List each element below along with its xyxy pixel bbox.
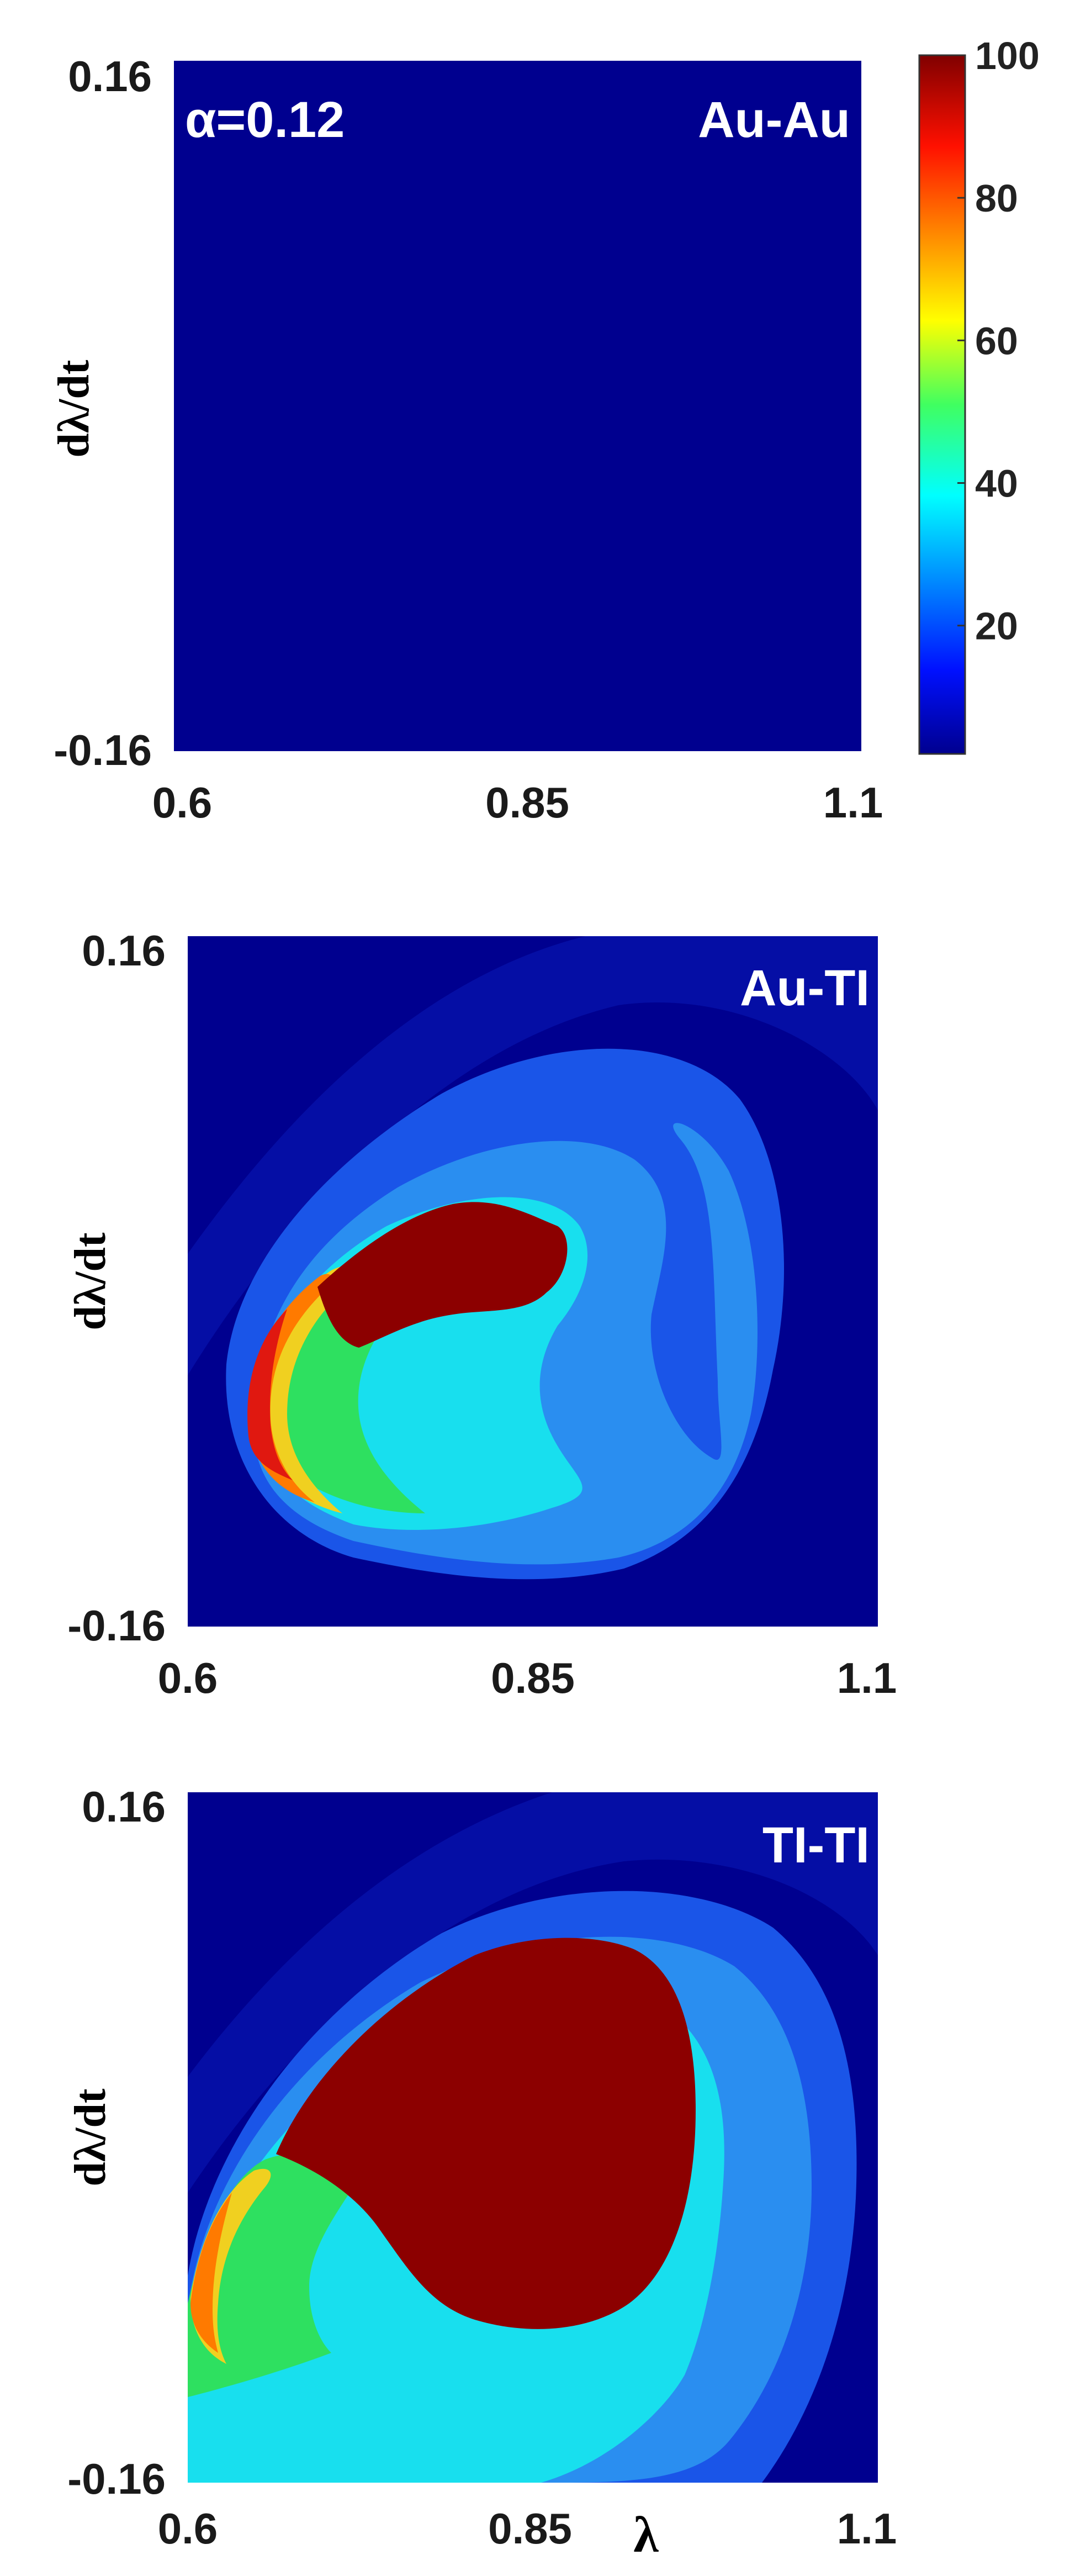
x-tick-1: 0.85 bbox=[485, 778, 569, 827]
x-tick-0: 0.6 bbox=[158, 2504, 218, 2553]
y-tick-bottom: -0.16 bbox=[67, 1601, 166, 1650]
colorbar-tick-label: 20 bbox=[975, 605, 1018, 648]
y-axis-label: dλ/dt bbox=[50, 360, 98, 458]
annotation-alpha: α=0.12 bbox=[185, 92, 345, 148]
panel-label: Au-Au bbox=[698, 92, 850, 148]
colorbar-gradient bbox=[918, 54, 966, 755]
y-axis-label: dλ/dt bbox=[66, 1232, 115, 1331]
heatmap-region-core bbox=[317, 1202, 568, 1348]
y-tick-bottom: -0.16 bbox=[54, 726, 152, 774]
x-tick-0: 0.6 bbox=[152, 778, 212, 827]
x-tick-0: 0.6 bbox=[158, 1654, 218, 1702]
y-axis-label: dλ/dt bbox=[66, 2088, 115, 2187]
heatmap-region-orange bbox=[190, 2193, 232, 2353]
colorbar-tick-label: 40 bbox=[975, 462, 1018, 505]
panel-label: TI-TI bbox=[762, 1817, 870, 1873]
x-tick-2: 1.1 bbox=[837, 1654, 897, 1702]
panel-au-au: α=0.12 Au-Au 0.16 -0.16 dλ/dt 0.6 0.85 1… bbox=[50, 34, 1040, 827]
x-tick-2: 1.1 bbox=[823, 778, 883, 827]
heatmap-region-outer-band bbox=[188, 936, 878, 1375]
x-tick-2: 1.1 bbox=[837, 2504, 897, 2553]
colorbar-tick-label: 80 bbox=[975, 177, 1018, 220]
y-tick-bottom: -0.16 bbox=[67, 2454, 166, 2503]
x-tick-1: 0.85 bbox=[491, 1654, 575, 1702]
x-axis-label: λ bbox=[633, 2506, 659, 2563]
colorbar-tick-label: 100 bbox=[975, 34, 1040, 77]
heatmap-region-outer-band bbox=[188, 1792, 878, 2193]
y-tick-top: 0.16 bbox=[68, 52, 152, 101]
panel-label: Au-TI bbox=[740, 960, 870, 1016]
y-tick-top: 0.16 bbox=[82, 926, 166, 975]
heatmap-region-core bbox=[276, 1938, 696, 2329]
heatmap-area bbox=[174, 61, 861, 751]
x-tick-1: 0.85 bbox=[488, 2504, 572, 2553]
panel-ti-ti: TI-TI 0.16 -0.16 dλ/dt 0.6 0.85 λ 1.1 bbox=[66, 1782, 897, 2563]
heatmap-region-red-rim bbox=[247, 1309, 293, 1480]
y-tick-top: 0.16 bbox=[82, 1782, 166, 1831]
colorbar: 100 80 60 40 20 bbox=[918, 34, 1040, 755]
panel-au-ti: Au-TI 0.16 -0.16 dλ/dt 0.6 0.85 1.1 bbox=[66, 926, 897, 1702]
colorbar-tick-label: 60 bbox=[975, 319, 1018, 362]
